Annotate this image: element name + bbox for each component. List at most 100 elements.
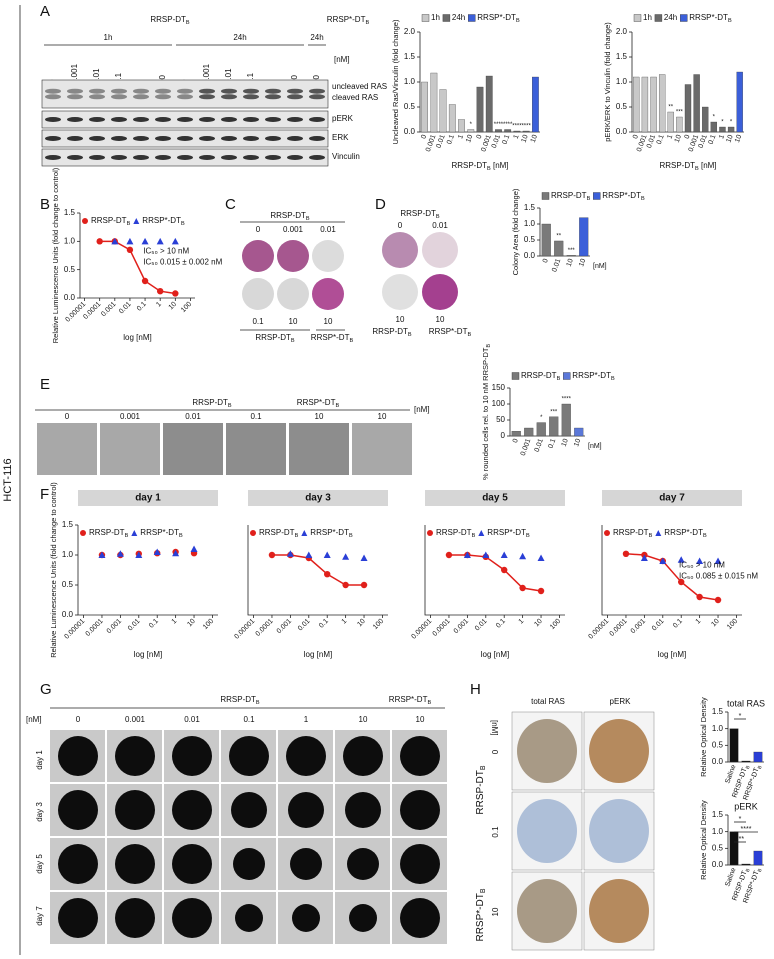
point bbox=[323, 551, 331, 558]
image-placeholder bbox=[41, 79, 329, 109]
time-label: 1h bbox=[104, 33, 113, 42]
y-tick-label: 1.0 bbox=[616, 77, 628, 86]
band bbox=[67, 117, 83, 122]
text-part: RRSP*-DT bbox=[487, 528, 526, 537]
spheroid bbox=[229, 736, 269, 776]
legend-swatch bbox=[541, 192, 550, 200]
x-tick-label: 1 bbox=[171, 618, 179, 626]
dose-label: 0.1 bbox=[114, 72, 123, 84]
y-axis-label: Relative Luminescence Units (fold change… bbox=[49, 482, 58, 658]
spheroid bbox=[172, 844, 212, 884]
x-axis-label: log [nM] bbox=[658, 650, 686, 659]
point bbox=[501, 566, 508, 574]
point bbox=[156, 237, 164, 245]
group-label: RRSP*-DTB bbox=[475, 888, 488, 941]
dose-label: 0.1 bbox=[491, 826, 500, 838]
dose-label: 10 bbox=[491, 907, 500, 916]
band bbox=[287, 155, 303, 160]
text-part: RRSP*-DT bbox=[689, 13, 728, 22]
legend-swatch bbox=[563, 372, 571, 380]
subscript: B bbox=[472, 533, 476, 539]
legend-label: 1h bbox=[431, 13, 440, 22]
bar bbox=[676, 116, 683, 133]
band bbox=[199, 94, 215, 100]
significance: * bbox=[470, 122, 473, 128]
x-tick-label: 0.0001 bbox=[85, 618, 105, 638]
x-tick-label: 0.01 bbox=[127, 618, 142, 633]
x-tick-label: 10 bbox=[573, 438, 582, 448]
dose-label: 0.01 bbox=[224, 68, 233, 84]
point bbox=[98, 551, 106, 558]
band bbox=[287, 117, 303, 122]
legend-label: RRSP*-DTB bbox=[142, 216, 185, 227]
band bbox=[199, 136, 215, 141]
legend-label: RRSP*-DTB bbox=[572, 371, 615, 382]
band bbox=[89, 117, 105, 122]
x-tick-label: 0.01 bbox=[651, 618, 666, 633]
spheroid bbox=[115, 898, 155, 938]
text-part: RRSP-DT bbox=[659, 161, 695, 170]
legend-swatch bbox=[442, 14, 451, 22]
x-tick-label: 100 bbox=[549, 618, 562, 631]
legend-label: 1h bbox=[643, 13, 652, 22]
unit: [nM] bbox=[26, 715, 42, 724]
text-part: [nM] bbox=[699, 161, 717, 170]
spheroid bbox=[233, 848, 265, 880]
band bbox=[45, 88, 61, 94]
tissue bbox=[517, 719, 577, 783]
legend-swatch bbox=[133, 218, 140, 224]
y-axis-label: Relative Optical Density bbox=[699, 800, 708, 880]
band bbox=[177, 88, 193, 94]
band bbox=[45, 117, 61, 122]
x-tick-label: 0.1 bbox=[656, 134, 666, 146]
text-part: RRSP-DT bbox=[451, 161, 487, 170]
subscript: B bbox=[228, 403, 232, 409]
point bbox=[659, 557, 667, 564]
bar bbox=[727, 126, 735, 133]
point bbox=[305, 551, 313, 558]
well bbox=[242, 240, 274, 272]
x-tick-label: 0 bbox=[420, 134, 428, 140]
band bbox=[133, 136, 149, 141]
chart-title: day 7 bbox=[659, 493, 685, 504]
legend-label: RRSP-DTB bbox=[259, 528, 299, 539]
text-part: % rounded cells rel. to 10 nM RRSP-DT bbox=[481, 347, 490, 480]
band bbox=[177, 136, 193, 141]
dose-label: 10 bbox=[396, 315, 405, 324]
subscript: B bbox=[611, 376, 615, 382]
x-tick-label: 0.1 bbox=[501, 134, 511, 146]
spheroid bbox=[172, 898, 212, 938]
x-tick-label: 0.01 bbox=[534, 438, 545, 453]
band bbox=[155, 94, 171, 100]
group-header: RRSP-DTB bbox=[150, 15, 190, 26]
text-part: RRSP-DT bbox=[436, 528, 472, 537]
x-tick-label: 10 bbox=[168, 301, 179, 312]
unit: [nM] bbox=[593, 263, 607, 270]
y-tick-label: 2.0 bbox=[404, 27, 416, 36]
band bbox=[243, 155, 259, 160]
x-tick-label: 0 bbox=[542, 258, 550, 264]
band bbox=[309, 88, 325, 94]
well bbox=[382, 232, 418, 268]
band bbox=[199, 88, 215, 94]
significance: *** bbox=[676, 110, 684, 116]
y-tick-label: 0.5 bbox=[712, 843, 724, 852]
dose-label: 10 bbox=[378, 412, 387, 421]
text-part: RRSP*-DT bbox=[310, 528, 349, 537]
band bbox=[177, 117, 193, 122]
y-tick-label: 0.5 bbox=[712, 740, 724, 749]
bar bbox=[741, 760, 751, 763]
bar bbox=[532, 76, 539, 133]
title-box bbox=[602, 490, 742, 506]
image-placeholder bbox=[352, 423, 412, 475]
x-tick-label: 10 bbox=[561, 438, 570, 448]
row-label: Vinculin bbox=[332, 152, 360, 161]
image-placeholder bbox=[226, 423, 286, 475]
point bbox=[714, 596, 722, 604]
x-axis-label: RRSP-DTB [nM] bbox=[659, 161, 716, 172]
spheroid bbox=[235, 904, 263, 932]
band bbox=[265, 136, 281, 141]
bar bbox=[524, 427, 534, 437]
y-tick-label: 1.0 bbox=[62, 550, 74, 559]
